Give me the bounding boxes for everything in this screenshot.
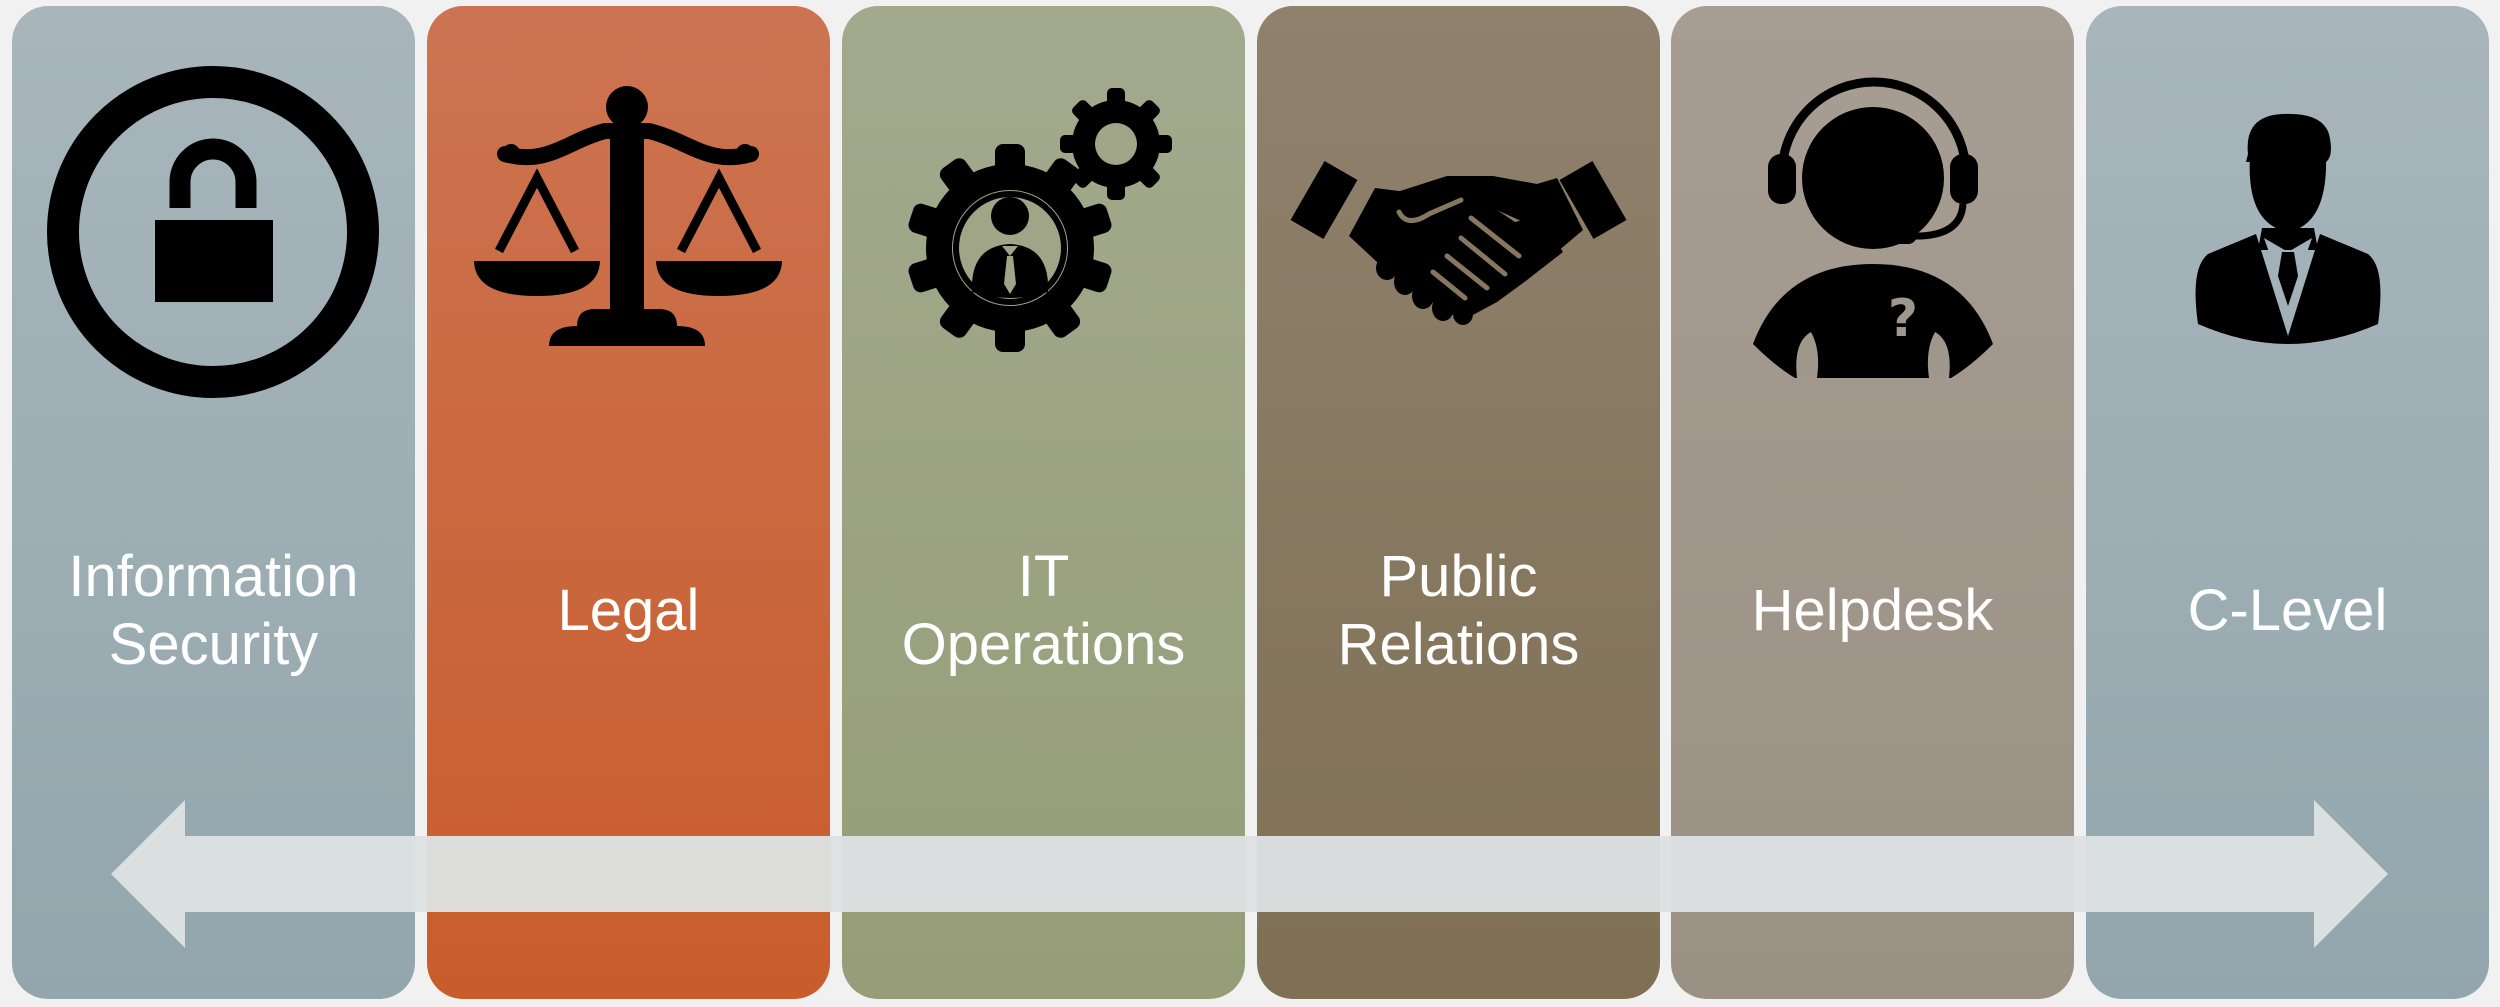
question-mark-icon: ? <box>1888 289 1918 349</box>
businessman-icon <box>2195 113 2381 344</box>
panel-helpdesk: ? Helpdesk <box>1671 6 2074 999</box>
panel-it-operations: IT Operations <box>842 6 1245 999</box>
handshake-icon <box>1290 161 1627 325</box>
panel-public-relations: Public Relations <box>1257 6 1660 999</box>
scales-of-justice-icon <box>474 86 782 346</box>
padlock-icon <box>47 66 379 398</box>
panel-legal: Legal <box>427 6 830 999</box>
gears-person-icon <box>908 88 1172 352</box>
panel-label: IT Operations <box>901 544 1186 677</box>
panel-label: Public Relations <box>1337 544 1580 677</box>
panel-label: Information Security <box>68 544 359 677</box>
panel-information-security: Information Security <box>12 6 415 999</box>
panel-label: Legal <box>557 578 700 643</box>
panel-c-level: C-Level <box>2086 6 2489 999</box>
headset-support-icon: ? <box>1753 77 1993 378</box>
panel-label: Helpdesk <box>1751 578 1994 643</box>
panel-label: C-Level <box>2187 578 2388 643</box>
